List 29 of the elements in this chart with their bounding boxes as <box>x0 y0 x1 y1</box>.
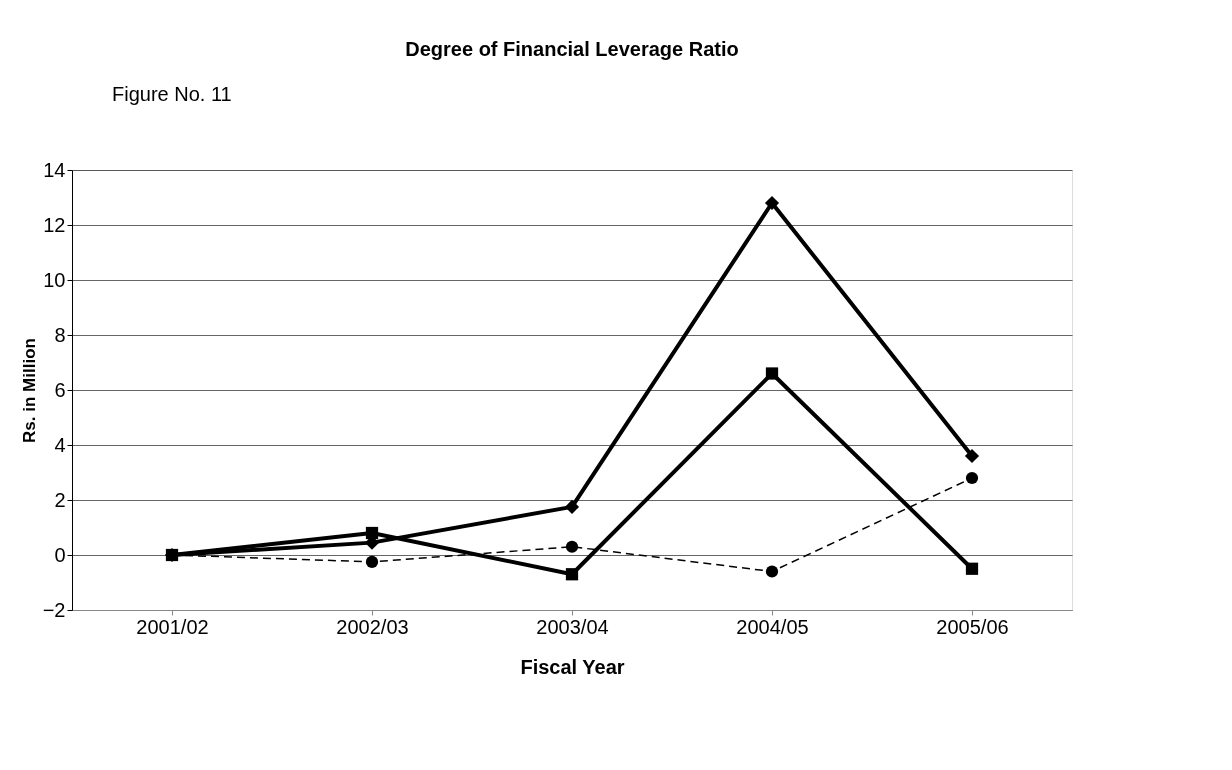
point <box>764 195 780 211</box>
point <box>765 367 779 380</box>
y-tick-label: 12 <box>43 213 66 236</box>
y-tick-label: 8 <box>54 323 66 346</box>
y-tick-label: 14 <box>43 158 66 181</box>
y-tick-label: 2 <box>54 488 66 511</box>
x-axis-title: Fiscal Year <box>520 655 625 678</box>
point <box>565 568 579 581</box>
text: Figure No. 11 <box>112 83 232 105</box>
point <box>964 448 980 464</box>
point <box>565 540 579 553</box>
x-tick-label: 2001/02 <box>136 615 209 638</box>
point <box>765 565 779 578</box>
point <box>564 499 580 514</box>
y-tick-label: 10 <box>43 268 66 291</box>
point <box>965 562 979 575</box>
x-tick-label: 2004/05 <box>736 615 809 638</box>
point <box>365 555 379 568</box>
x-tick-label: 2005/06 <box>936 615 1009 638</box>
y-tick-label: −2 <box>42 598 66 621</box>
point <box>365 526 379 540</box>
x-tick-label: 2003/04 <box>536 615 609 638</box>
point <box>965 471 979 485</box>
y-tick-label: 0 <box>54 543 66 566</box>
y-tick-label: 6 <box>54 378 66 401</box>
x-tick-label: 2002/03 <box>336 615 409 638</box>
chart-title: Degree of Financial Leverage Ratio <box>405 38 739 60</box>
y-tick-label: 4 <box>54 433 66 456</box>
y-axis-title: Rs. in Million <box>19 338 39 443</box>
